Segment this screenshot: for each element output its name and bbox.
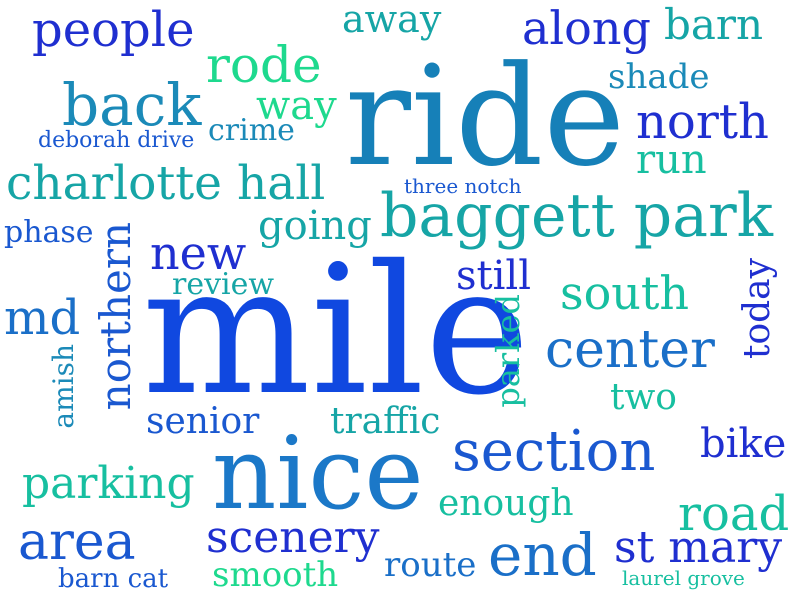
word-traffic: traffic: [330, 401, 441, 442]
word-end: end: [488, 521, 597, 589]
word-new: new: [150, 226, 247, 280]
word-route: route: [384, 545, 477, 585]
word-section: section: [452, 419, 656, 484]
word-south: south: [560, 266, 690, 320]
word-rode: rode: [206, 36, 322, 94]
word-today: today: [737, 258, 778, 359]
word-phase: phase: [4, 215, 94, 250]
word-area: area: [18, 512, 136, 572]
word-back: back: [62, 71, 202, 139]
word-still: still: [456, 253, 531, 299]
word-run: run: [636, 137, 707, 183]
word-amish: amish: [47, 344, 80, 429]
word-scenery: scenery: [206, 512, 380, 563]
word-road: road: [678, 486, 790, 542]
word-barn: barn: [664, 0, 764, 49]
word-way: way: [256, 83, 337, 129]
word-enough: enough: [438, 483, 574, 524]
word-deborah-drive: deborah drive: [38, 128, 195, 153]
word-ride: ride: [345, 36, 626, 197]
word-going: going: [258, 203, 372, 249]
word-senior: senior: [146, 401, 260, 442]
word-charlotte-hall: charlotte hall: [6, 156, 326, 211]
word-northern: northern: [91, 222, 140, 411]
word-baggett-park: baggett park: [380, 181, 774, 251]
word-barn-cat: barn cat: [58, 564, 169, 594]
word-crime: crime: [208, 113, 295, 148]
word-three-notch: three notch: [404, 174, 522, 198]
word-bike: bike: [700, 421, 787, 467]
word-parking: parking: [22, 458, 195, 509]
word-people: people: [32, 2, 195, 58]
word-along: along: [522, 1, 651, 55]
word-north: north: [636, 94, 769, 150]
word-two: two: [610, 377, 677, 418]
word-st-mary: st mary: [614, 522, 783, 573]
word-parked: parked: [489, 294, 527, 408]
word-shade: shade: [608, 57, 710, 97]
word-review: review: [172, 267, 275, 302]
word-nice: nice: [212, 415, 424, 532]
word-mile: mile: [142, 227, 530, 434]
word-smooth: smooth: [212, 555, 339, 595]
word-md: md: [4, 290, 81, 346]
word-laurel-grove: laurel grove: [622, 566, 745, 590]
word-away: away: [342, 0, 442, 41]
word-center: center: [545, 320, 715, 380]
